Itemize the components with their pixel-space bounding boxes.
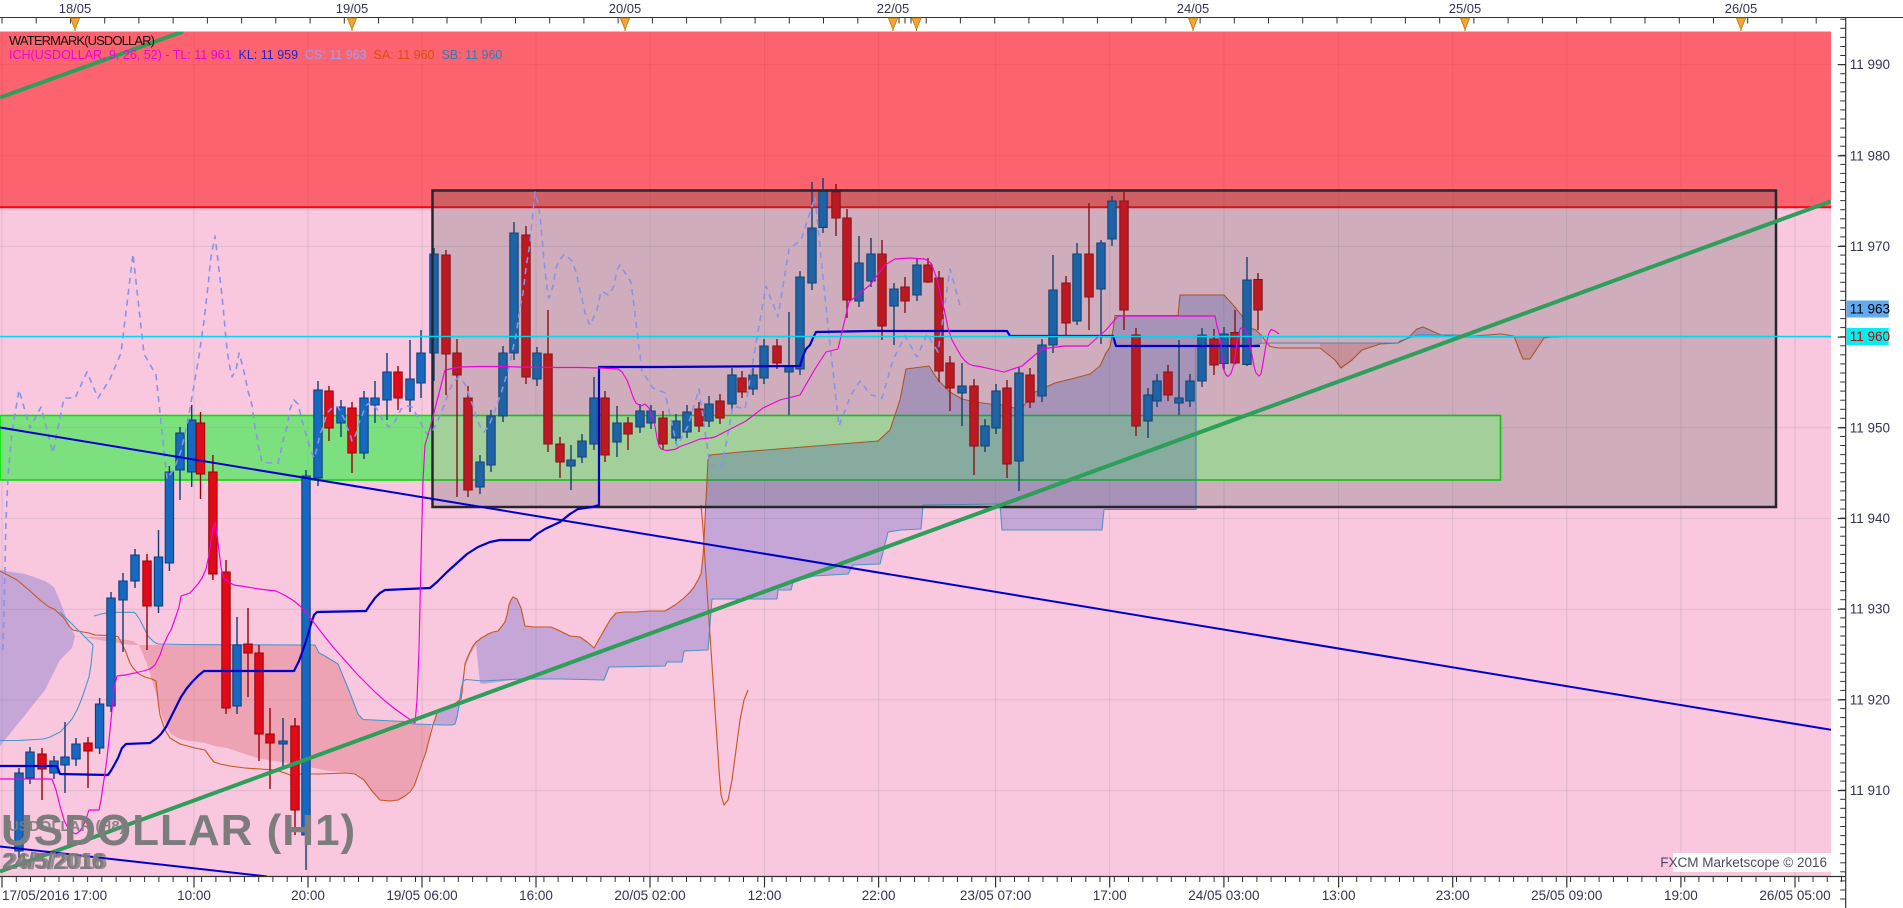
svg-text:WATERMARK(USDOLLAR): WATERMARK(USDOLLAR) [9, 33, 155, 48]
svg-text:18/05: 18/05 [59, 1, 92, 16]
svg-text:24/05 03:00: 24/05 03:00 [1188, 888, 1259, 903]
svg-text:24/5/2016: 24/5/2016 [2, 848, 104, 874]
svg-text:19/05: 19/05 [336, 1, 369, 16]
svg-text:11 980: 11 980 [1850, 148, 1890, 163]
svg-text:25/05: 25/05 [1449, 1, 1482, 16]
svg-text:ICH(USDOLLAR, 9, 26, 52) - TL:: ICH(USDOLLAR, 9, 26, 52) - TL: 11 961 KL… [9, 48, 502, 62]
svg-text:11 963: 11 963 [1850, 302, 1890, 317]
svg-text:USDOLLAR (H8): USDOLLAR (H8) [8, 818, 125, 835]
svg-text:FXCM Marketscope © 2016: FXCM Marketscope © 2016 [1660, 855, 1827, 870]
svg-text:26/05 05:00: 26/05 05:00 [1759, 888, 1830, 903]
svg-text:22/05: 22/05 [877, 1, 910, 16]
svg-text:11 950: 11 950 [1850, 420, 1890, 435]
svg-text:11 990: 11 990 [1850, 57, 1890, 72]
svg-text:25/05 09:00: 25/05 09:00 [1531, 888, 1602, 903]
svg-text:20:00: 20:00 [291, 888, 325, 903]
svg-text:20/05: 20/05 [609, 1, 642, 16]
svg-text:19:00: 19:00 [1664, 888, 1698, 903]
svg-text:11 960: 11 960 [1850, 329, 1890, 344]
svg-text:26/05: 26/05 [1725, 1, 1758, 16]
svg-text:23/05 07:00: 23/05 07:00 [960, 888, 1031, 903]
svg-text:24/05: 24/05 [1177, 1, 1210, 16]
svg-text:11 910: 11 910 [1850, 783, 1890, 798]
svg-text:20/05 02:00: 20/05 02:00 [614, 888, 685, 903]
svg-text:26/5/2016: 26/5/2016 [5, 848, 107, 874]
svg-text:10:00: 10:00 [177, 888, 211, 903]
svg-text:11 940: 11 940 [1850, 511, 1890, 526]
svg-text:11 930: 11 930 [1850, 602, 1890, 617]
svg-text:19/05 06:00: 19/05 06:00 [386, 888, 457, 903]
svg-text:13:00: 13:00 [1322, 888, 1356, 903]
svg-text:17/05/2016 17:00: 17/05/2016 17:00 [2, 888, 107, 903]
svg-text:23:00: 23:00 [1436, 888, 1470, 903]
svg-text:USDOLLAR (H1): USDOLLAR (H1) [1, 806, 356, 855]
svg-text:22:00: 22:00 [862, 888, 896, 903]
svg-text:16:00: 16:00 [519, 888, 553, 903]
svg-text:12:00: 12:00 [748, 888, 782, 903]
svg-text:11 970: 11 970 [1850, 239, 1890, 254]
svg-text:17:00: 17:00 [1093, 888, 1127, 903]
svg-text:11 920: 11 920 [1850, 692, 1890, 707]
